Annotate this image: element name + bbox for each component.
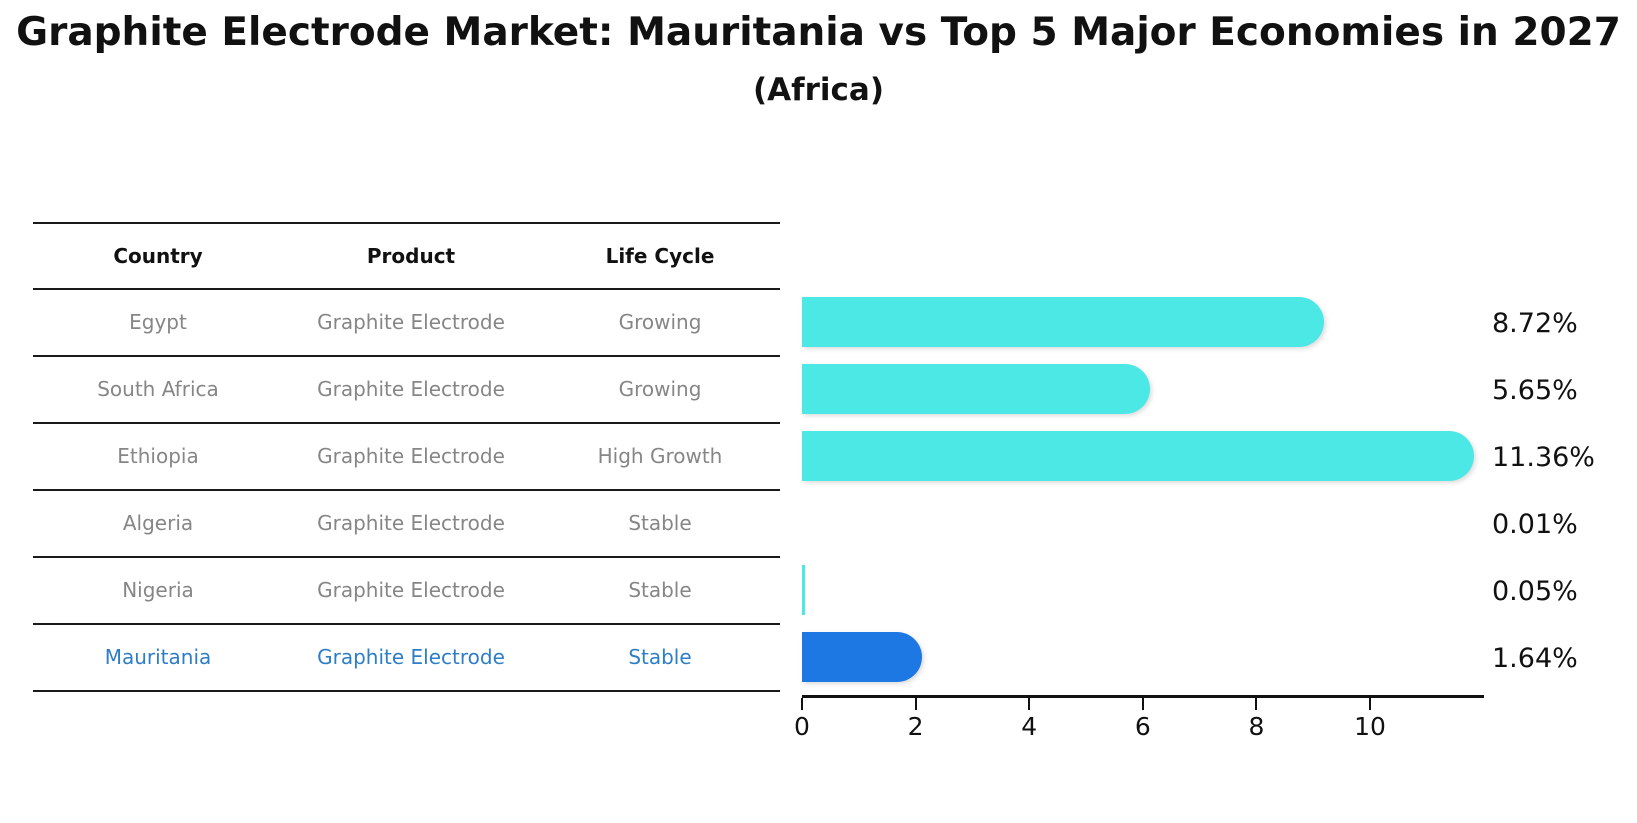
x-tick bbox=[801, 698, 803, 710]
table-cell-life-cycle: Growing bbox=[618, 309, 702, 334]
bar-nigeria bbox=[802, 564, 805, 615]
table-cell-product: Graphite Electrode bbox=[317, 577, 505, 602]
value-label: 11.36% bbox=[1492, 441, 1595, 473]
bar-south-africa bbox=[802, 363, 1150, 414]
table-cell-life-cycle: Stable bbox=[628, 644, 692, 669]
table-rule bbox=[33, 623, 780, 625]
x-tick-label: 10 bbox=[1354, 712, 1386, 741]
table-rule bbox=[33, 355, 780, 357]
x-tick bbox=[1141, 698, 1144, 710]
value-label: 5.65% bbox=[1492, 374, 1578, 406]
x-tick-label: 0 bbox=[794, 712, 810, 741]
chart-title: Graphite Electrode Market: Mauritania vs… bbox=[16, 10, 1621, 55]
table-cell-country: Nigeria bbox=[122, 577, 194, 602]
x-tick-label: 4 bbox=[1021, 712, 1038, 741]
table-cell-country: Egypt bbox=[129, 309, 187, 334]
x-tick bbox=[1255, 698, 1258, 710]
bar-mauritania bbox=[802, 631, 923, 682]
table-rule bbox=[33, 690, 780, 692]
table-cell-product: Graphite Electrode bbox=[317, 644, 505, 669]
bar-ethiopia bbox=[802, 430, 1475, 481]
table-cell-country: Algeria bbox=[122, 510, 194, 535]
table-rule bbox=[33, 422, 780, 424]
x-tick-label: 6 bbox=[1134, 712, 1151, 741]
x-tick bbox=[914, 698, 917, 710]
table-cell-product: Graphite Electrode bbox=[317, 443, 505, 468]
table-cell-country: Ethiopia bbox=[117, 443, 199, 468]
table-cell-country: South Africa bbox=[97, 376, 219, 401]
value-label: 0.01% bbox=[1492, 508, 1578, 540]
bar-egypt bbox=[802, 296, 1325, 347]
table-cell-life-cycle: Growing bbox=[618, 376, 702, 401]
table-header-product: Product bbox=[366, 244, 456, 268]
table-header-country: Country bbox=[113, 244, 203, 268]
table-cell-life-cycle: Stable bbox=[628, 510, 692, 535]
table-cell-country: Mauritania bbox=[104, 644, 212, 669]
table-rule bbox=[33, 222, 780, 224]
table-rule bbox=[33, 489, 780, 491]
value-label: 8.72% bbox=[1492, 307, 1578, 339]
table-header-life-cycle: Life Cycle bbox=[605, 244, 715, 268]
chart-subtitle: (Africa) bbox=[752, 72, 885, 108]
x-tick bbox=[1028, 698, 1031, 710]
x-axis-line bbox=[802, 695, 1484, 698]
table-cell-product: Graphite Electrode bbox=[317, 510, 505, 535]
value-label: 1.64% bbox=[1492, 642, 1578, 674]
table-cell-product: Graphite Electrode bbox=[317, 309, 505, 334]
table-cell-life-cycle: Stable bbox=[628, 577, 692, 602]
x-tick bbox=[1369, 698, 1371, 710]
x-tick-label: 2 bbox=[907, 712, 924, 741]
table-cell-product: Graphite Electrode bbox=[317, 376, 505, 401]
x-tick-label: 8 bbox=[1248, 712, 1265, 741]
table-cell-life-cycle: High Growth bbox=[597, 443, 723, 468]
table-rule bbox=[33, 288, 780, 290]
value-label: 0.05% bbox=[1492, 575, 1578, 607]
table-rule bbox=[33, 556, 780, 558]
